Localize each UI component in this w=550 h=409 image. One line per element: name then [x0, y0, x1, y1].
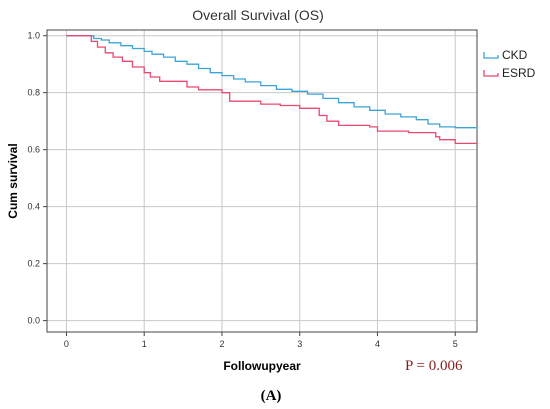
legend-swatch-esrd	[483, 70, 499, 77]
y-axis-label: Cum survival	[6, 143, 20, 218]
y-axis-ticks: 0.0 0.2 0.4 0.6 0.8 1.0	[27, 31, 47, 326]
legend-label-ckd: CKD	[502, 48, 528, 62]
p-value-annotation: P = 0.006	[405, 358, 463, 374]
x-tick-label: 1	[142, 339, 147, 349]
legend-label-esrd: ESRD	[502, 66, 536, 80]
plot-frame	[46, 29, 478, 333]
gridlines	[47, 30, 477, 332]
x-tick-label: 2	[219, 339, 224, 349]
chart-title: Overall Survival (OS)	[192, 7, 323, 23]
panel-label: (A)	[261, 388, 282, 404]
x-tick-label: 3	[297, 339, 302, 349]
legend-swatch-ckd	[483, 52, 499, 59]
y-tick-label: 0.6	[27, 145, 40, 155]
series-group	[66, 35, 478, 145]
x-axis-ticks: 0 1 2 3 4 5	[64, 332, 458, 349]
y-tick-label: 0.8	[27, 88, 40, 98]
survival-curve-esrd	[66, 35, 477, 145]
y-tick-label: 0.2	[27, 259, 40, 269]
y-tick-label: 1.0	[27, 31, 40, 41]
x-axis-label: Followupyear	[223, 359, 301, 373]
x-tick-label: 4	[375, 339, 380, 349]
survival-curve-ckd	[66, 35, 478, 130]
legend: CKD ESRD	[483, 48, 536, 80]
x-tick-label: 0	[64, 339, 69, 349]
y-tick-label: 0.4	[27, 202, 40, 212]
y-tick-label: 0.0	[27, 316, 40, 326]
x-tick-label: 5	[453, 339, 458, 349]
